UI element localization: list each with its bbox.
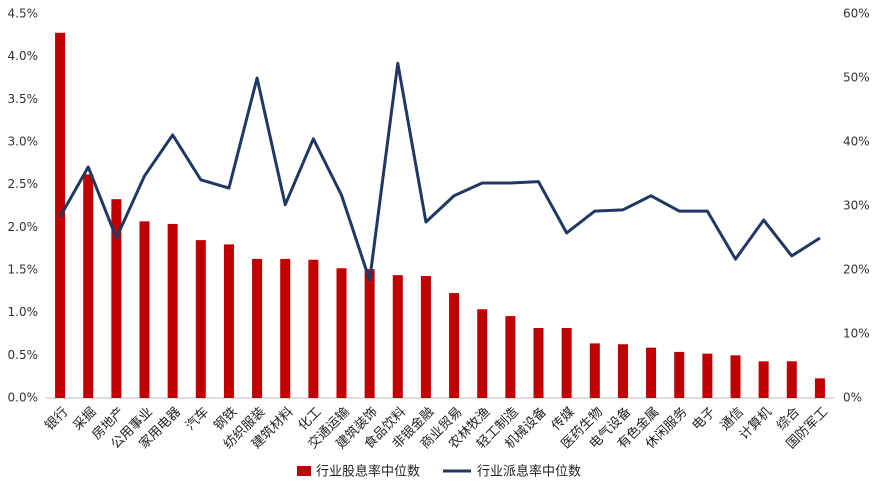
bar — [674, 351, 685, 398]
bar — [505, 316, 516, 398]
x-tick-label: 银行 — [42, 405, 71, 434]
y-tick-label: 1.0% — [8, 305, 39, 319]
bar — [786, 361, 797, 398]
bar — [280, 258, 291, 398]
bar — [252, 258, 263, 398]
bar — [617, 344, 628, 398]
bar — [223, 244, 234, 398]
bar — [111, 199, 122, 398]
x-tick-label: 汽车 — [182, 404, 212, 434]
y-tick-label: 1.5% — [8, 263, 39, 277]
bar — [589, 343, 600, 398]
y-tick-label: 0.5% — [8, 348, 39, 362]
y2-tick-label: 50% — [843, 71, 870, 85]
y2-tick-label: 30% — [843, 199, 870, 213]
legend-swatch — [297, 466, 311, 476]
y2-tick-label: 10% — [843, 327, 870, 341]
bar — [477, 309, 488, 398]
bar — [195, 240, 206, 398]
bar — [392, 275, 403, 398]
bar — [561, 328, 572, 398]
y-tick-label: 3.0% — [8, 135, 39, 149]
line — [58, 61, 821, 282]
bar — [646, 347, 657, 398]
bar — [336, 268, 347, 398]
y2-tick-label: 40% — [843, 135, 870, 149]
y-tick-label: 2.5% — [8, 177, 39, 191]
bar — [83, 174, 94, 398]
bar — [758, 361, 769, 398]
y-tick-label: 3.5% — [8, 92, 39, 106]
y-tick-label: 4.0% — [8, 49, 39, 63]
x-tick-label: 计算机 — [737, 405, 775, 443]
legend-label: 行业派息率中位数 — [477, 464, 581, 480]
y-tick-label: 4.5% — [8, 7, 39, 21]
bar — [702, 353, 713, 398]
y-tick-label: 0.0% — [8, 391, 39, 405]
bar — [308, 259, 319, 398]
bar — [139, 221, 150, 398]
legend-label: 行业股息率中位数 — [316, 464, 420, 480]
bar — [420, 275, 431, 398]
bar — [449, 293, 460, 398]
bar — [364, 269, 375, 398]
bar — [814, 378, 825, 398]
y-tick-label: 2.0% — [8, 220, 39, 234]
bar — [533, 328, 544, 398]
y2-tick-label: 0% — [843, 391, 862, 405]
x-tick-label: 电子 — [690, 405, 719, 434]
y2-tick-label: 60% — [843, 7, 870, 21]
y2-tick-label: 20% — [843, 263, 870, 277]
bar — [167, 223, 178, 398]
bar — [730, 355, 741, 398]
